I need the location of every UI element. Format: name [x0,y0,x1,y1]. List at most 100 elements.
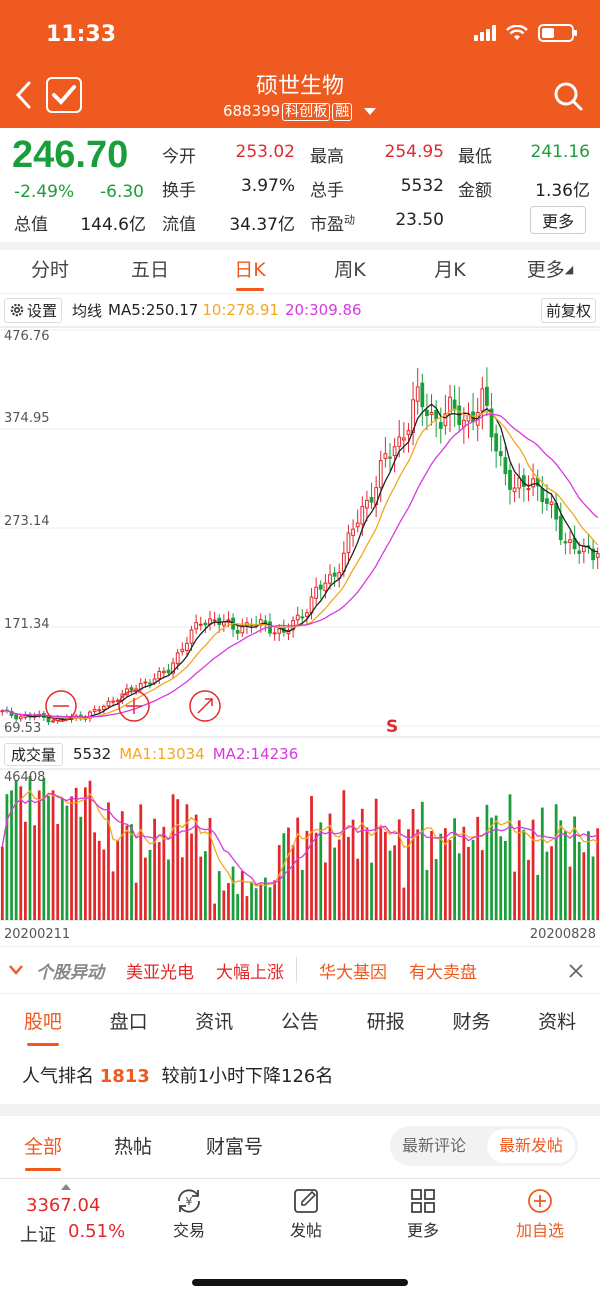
nav-add-watchlist[interactable]: 加自选 [495,1187,585,1241]
alert-label: 个股异动 [36,962,104,983]
alert-item[interactable]: 美亚光电 [126,962,194,983]
volume-bar [19,786,23,920]
zoom-in-icon[interactable] [118,690,150,722]
float-value: 34.37亿 [229,215,295,235]
index-name[interactable]: 上证 [20,1225,56,1246]
volume-bar [296,817,300,920]
volume-legend: 成交量 5532 MA1:13034 MA2:14236 [0,742,600,766]
divider [296,957,297,983]
high-label: 最高 [310,147,344,167]
stock-subtitle[interactable]: 688399 科创板融 [0,101,600,121]
sort-latest-post[interactable]: 最新发帖 [486,1129,575,1163]
price-adjust-button[interactable]: 前复权 [540,298,596,323]
index-percent[interactable]: 0.51% [68,1221,126,1242]
tab-financials[interactable]: 财务 [452,1011,491,1033]
status-time: 11:33 [46,22,117,47]
tab-monthly-k[interactable]: 月K [434,259,466,281]
volume-bar [180,857,184,920]
volume-bar [522,829,526,920]
volume-ma-line [1,792,598,886]
volume-bar [176,799,180,920]
nav-more[interactable]: 更多 [378,1187,468,1241]
volume-indicator-button[interactable]: 成交量 [4,742,64,766]
volume-bar [227,883,230,920]
nav-post[interactable]: 发帖 [261,1187,351,1241]
volume-bar [531,819,535,920]
candle-body [494,433,499,452]
index-price[interactable]: 3367.04 [26,1195,101,1216]
tab-order-book[interactable]: 盘口 [109,1011,148,1033]
alert-item[interactable]: 华大基因 [319,962,387,983]
volume-bar [420,801,424,920]
tab-more-periods[interactable]: 更多◢ [526,259,574,281]
total-value-label: 总值 [14,215,48,235]
chart-settings-button[interactable]: 设置 [4,297,63,323]
volume-bar [448,840,452,920]
candle-body [526,488,531,491]
tab-hot-posts[interactable]: 热帖 [114,1136,153,1158]
tab-wealth-account[interactable]: 财富号 [206,1136,264,1158]
candle-body [314,586,319,599]
tab-intraday[interactable]: 分时 [30,259,69,281]
candle-body [171,662,175,674]
tab-news[interactable]: 资讯 [195,1011,234,1033]
volume-bar [245,896,249,920]
volume-bar [120,811,124,920]
volume-bar [564,831,567,920]
divider [0,242,600,250]
volume-bar [259,884,263,920]
close-icon[interactable] [568,963,584,979]
candle-body [46,717,51,723]
volume-bar [217,871,221,920]
tab-announcements[interactable]: 公告 [281,1011,320,1033]
pe-value: 23.50 [395,210,444,230]
quote-more-button[interactable]: 更多 [530,206,586,234]
search-button[interactable] [552,80,584,112]
volume-ma-lines [1,790,598,887]
tab-all-posts[interactable]: 全部 [24,1132,62,1171]
current-price: 246.70 [12,134,129,176]
candle-body [194,622,199,630]
volume-bar [337,839,341,920]
price-tick: 171.34 [4,617,50,632]
tab-weekly-k[interactable]: 周K [334,259,366,281]
sort-caret-icon: ◢ [564,263,574,276]
watchlist-check-button[interactable] [46,77,82,113]
candlestick-chart[interactable]: 476.76 374.95 273.14 171.34 69.53 S [0,326,600,738]
grid-icon [411,1189,435,1213]
nav-trade[interactable]: ¥ 交易 [144,1187,234,1241]
sort-latest-comment[interactable]: 最新评论 [402,1136,467,1155]
back-button[interactable] [14,80,32,114]
volume-bar [444,828,447,920]
alert-item[interactable]: 大幅上涨 [216,962,284,983]
tab-forum[interactable]: 股吧 [0,1000,86,1046]
float-value-label: 流值 [162,215,196,235]
candle-body [388,456,392,459]
candle-body [563,541,568,544]
candle-body [406,430,411,436]
candle-body [378,460,383,488]
candle-body [503,457,508,475]
tab-daily-k[interactable]: 日K [200,248,300,293]
volume-bar [171,794,175,920]
alert-item[interactable]: 有大卖盘 [409,962,477,983]
tab-five-day[interactable]: 五日 [130,259,169,281]
volume-bar [328,813,332,920]
volume-bar [356,858,360,920]
volume-bar [388,850,392,920]
candle-body [577,550,582,554]
volume-bar [42,778,46,920]
zoom-out-icon[interactable] [45,690,77,722]
volume-bar [148,849,152,920]
tab-profile[interactable]: 资料 [538,1011,577,1033]
tab-research[interactable]: 研报 [366,1011,405,1033]
open-label: 今开 [162,147,196,167]
candle-body [392,446,397,457]
fullscreen-icon[interactable] [189,690,221,722]
volume-chart[interactable]: 46408 20200211 20200828 [0,768,600,944]
chevron-down-icon[interactable] [8,964,24,976]
volume-bar [587,831,590,920]
ma-label: 均线 [72,301,103,320]
volume-bar [485,804,489,920]
volume-bar [60,798,64,920]
